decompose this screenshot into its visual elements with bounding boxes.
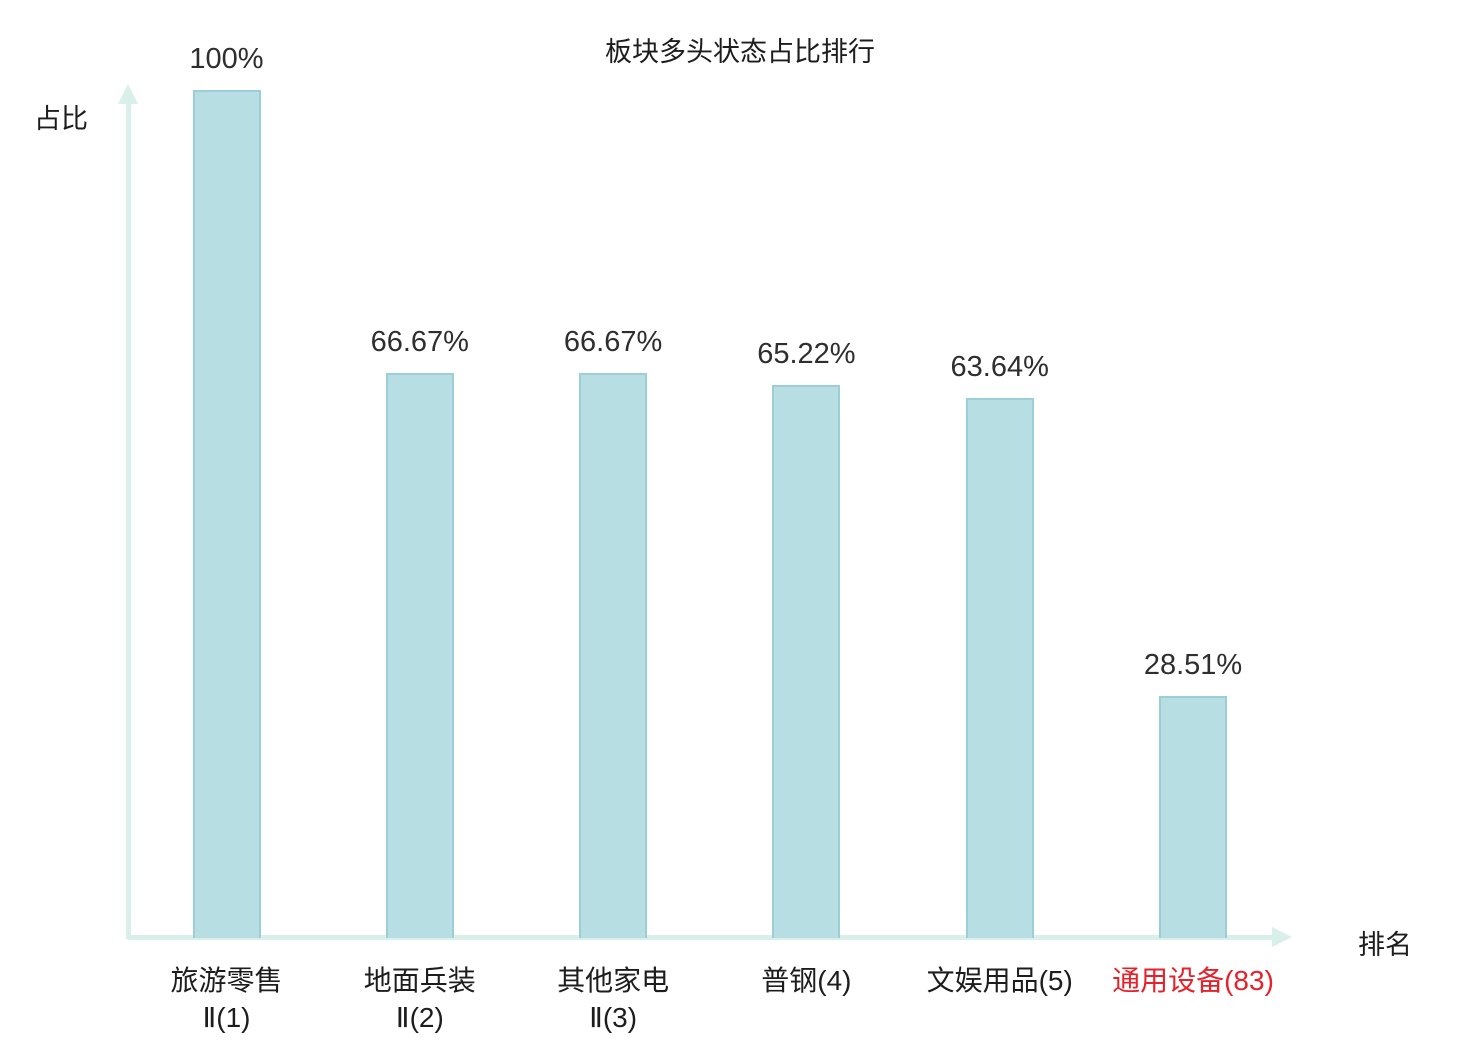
- bar: [192, 90, 261, 938]
- bar-category-label: 地面兵装 Ⅱ(2): [290, 962, 550, 1036]
- bar-category-label-line: 普钢(4): [761, 965, 852, 996]
- chart-title: 板块多头状态占比排行: [605, 37, 875, 67]
- bar: [772, 384, 841, 938]
- bar-value-label: 65.22%: [757, 337, 856, 370]
- y-axis-label: 占比: [34, 104, 88, 134]
- bar-category-label-line: Ⅱ(1): [202, 1002, 251, 1033]
- y-axis-arrow-icon: [118, 84, 138, 104]
- bar-value-label: 66.67%: [563, 325, 663, 358]
- bar-value-label: 66.67%: [370, 325, 469, 358]
- bar-category-label-line: 旅游零售: [170, 965, 283, 996]
- bar: [385, 372, 454, 938]
- bar-category-label: 通用设备(83): [1063, 962, 1323, 999]
- bar-value-label: 28.51%: [1143, 649, 1243, 682]
- bar-category-label-line: Ⅱ(3): [589, 1002, 638, 1033]
- bar: [579, 372, 648, 938]
- bar-category-label-line: 通用设备(83): [1112, 965, 1274, 996]
- x-axis-arrow-icon: [1272, 927, 1292, 947]
- bar-category-label-line: 地面兵装: [363, 965, 476, 996]
- x-axis-label: 排名: [1358, 930, 1412, 960]
- bar-category-label-line: Ⅱ(2): [395, 1002, 444, 1033]
- bar-category-label: 其他家电 Ⅱ(3): [483, 962, 743, 1036]
- bar-category-label-line: 其他家电: [557, 965, 670, 996]
- bar-category-label-line: 文娱用品(5): [926, 965, 1073, 996]
- bar-value-label: 100%: [189, 43, 264, 75]
- bar-category-label: 普钢(4): [676, 962, 936, 999]
- bar-value-label: 63.64%: [950, 351, 1049, 384]
- bar-category-label: 旅游零售 Ⅱ(1): [97, 962, 357, 1036]
- x-axis: [126, 935, 1274, 940]
- bar: [965, 398, 1034, 938]
- bar: [1159, 696, 1227, 938]
- y-axis: [126, 100, 131, 938]
- bar-category-label: 文娱用品(5): [870, 962, 1130, 999]
